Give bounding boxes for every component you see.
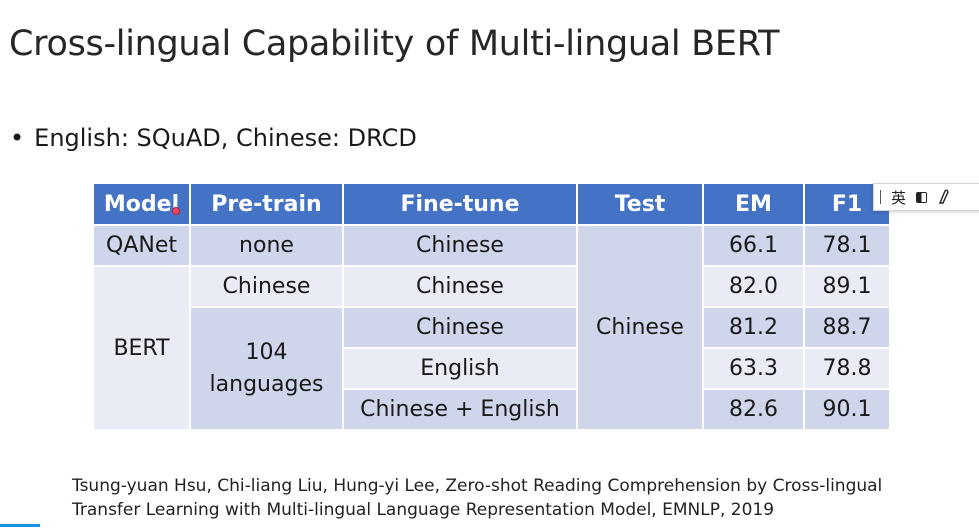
table-header-row: Model Pre-train Fine-tune Test EM F1 [92, 182, 891, 226]
citation: Tsung-yuan Hsu, Chi-liang Liu, Hung-yi L… [72, 474, 882, 522]
half-width-icon[interactable] [916, 191, 928, 203]
cell-f1: 78.1 [803, 224, 891, 267]
table-row: 104 languages Chinese 81.2 88.7 [93, 306, 891, 431]
cell-finetune: Chinese + English [342, 388, 578, 431]
cell-finetune: English [342, 347, 578, 390]
bullet-icon: • [10, 124, 25, 152]
table-row: English 63.3 78.8 [93, 347, 891, 390]
pointer-cursor-icon [172, 207, 180, 215]
cell-f1: 88.7 [803, 306, 891, 349]
cell-model-bert: BERT [92, 265, 191, 431]
header-finetune: Fine-tune [342, 182, 578, 226]
citation-line-2: Transfer Learning with Multi-lingual Lan… [72, 500, 775, 520]
cell-f1: 90.1 [803, 388, 891, 431]
cell-f1: 89.1 [803, 265, 891, 308]
cell-em: 81.2 [702, 306, 805, 349]
cell-f1: 78.8 [803, 347, 891, 390]
header-pretrain: Pre-train [189, 182, 344, 226]
table-row: Chinese + English 82.6 90.1 [93, 388, 891, 431]
header-test: Test [576, 182, 704, 226]
slide-title: Cross-lingual Capability of Multi-lingua… [9, 24, 780, 64]
cell-model-qanet: QANet [92, 224, 191, 267]
cell-em: 63.3 [702, 347, 805, 390]
table-row: BERT Chinese Chinese 82.0 89.1 [92, 265, 891, 431]
pinyin-icon[interactable] [937, 189, 951, 205]
citation-line-1: Tsung-yuan Hsu, Chi-liang Liu, Hung-yi L… [72, 476, 883, 496]
cell-finetune: Chinese [342, 224, 578, 267]
header-model: Model [92, 182, 191, 226]
cell-finetune: Chinese [342, 306, 578, 349]
results-table: Model Pre-train Fine-tune Test EM F1 QAN… [92, 182, 891, 431]
ime-toolbar[interactable]: 英 [873, 183, 979, 211]
cell-em: 66.1 [702, 224, 805, 267]
cell-em: 82.0 [702, 265, 805, 308]
cell-finetune: Chinese [342, 265, 578, 308]
cell-em: 82.6 [702, 388, 805, 431]
bullet-text: English: SQuAD, Chinese: DRCD [34, 124, 417, 152]
bullet-item: • English: SQuAD, Chinese: DRCD [10, 124, 417, 152]
video-progress-bar[interactable] [0, 524, 40, 527]
ime-language-toggle[interactable]: 英 [891, 188, 907, 207]
cell-pretrain-104: 104 languages [189, 306, 344, 431]
cell-pretrain-none: none [189, 224, 344, 267]
header-em: EM [702, 182, 805, 226]
cell-pretrain-chinese: Chinese [189, 265, 344, 308]
ime-grip-icon[interactable] [880, 190, 881, 204]
cell-test-chinese: Chinese [576, 224, 704, 431]
table-row: QANet none Chinese Chinese 66.1 78.1 [92, 224, 891, 431]
